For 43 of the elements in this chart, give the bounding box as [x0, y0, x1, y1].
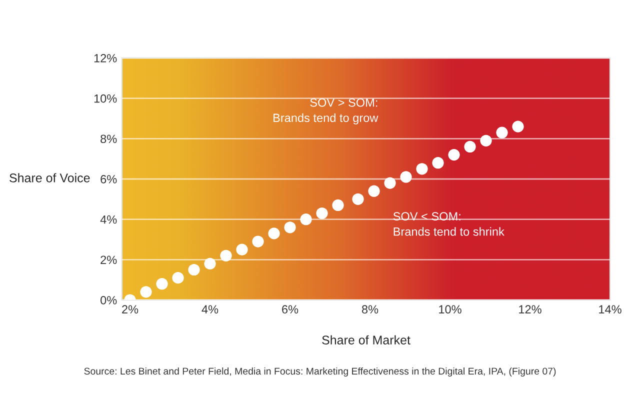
y-tick-label: 12%	[94, 54, 117, 62]
x-axis-title: Share of Market	[322, 335, 410, 344]
y-tick-label: 2%	[100, 256, 117, 264]
point	[236, 244, 248, 256]
y-tick-label: 6%	[100, 175, 117, 184]
y-tick-label: 10%	[94, 94, 117, 103]
annotation: SOV > SOM: Brands tend to grow	[274, 98, 378, 124]
point	[480, 134, 492, 146]
point	[432, 157, 444, 169]
point	[188, 264, 200, 276]
x-tick-label: 2%	[122, 305, 138, 314]
x-tick-label: 8%	[362, 305, 378, 314]
y-tick-label: 4%	[100, 215, 117, 224]
x-tick-label: 12%	[519, 305, 542, 314]
point	[172, 272, 184, 284]
annotation: SOV < SOM: Brands tend to shrink	[393, 212, 504, 236]
x-tick-label: 14%	[599, 305, 622, 314]
point	[300, 214, 312, 226]
point	[140, 286, 152, 298]
point	[156, 278, 168, 290]
point	[220, 250, 232, 262]
point	[332, 199, 344, 212]
point	[352, 193, 364, 205]
y-tick-label: 8%	[100, 134, 117, 144]
point	[464, 140, 476, 153]
x-tick-label: 6%	[282, 305, 298, 314]
point	[252, 236, 264, 248]
point	[204, 258, 216, 270]
point	[496, 126, 508, 138]
point	[284, 222, 296, 234]
point	[448, 148, 460, 161]
x-tick-label: 10%	[439, 305, 462, 314]
point	[384, 177, 396, 189]
x-tick-label: 4%	[202, 305, 218, 314]
source-note: Source: Les Binet and Peter Field, Media in Focus: Marketing Effectiveness in the Digital Era, IPA, (Figure 07)	[84, 367, 556, 377]
point	[416, 163, 428, 175]
point	[368, 185, 380, 197]
point	[316, 207, 328, 220]
y-tick-label: 0%	[100, 296, 117, 304]
y-axis-title: Share of Voice	[10, 173, 90, 182]
point	[400, 171, 412, 183]
point	[512, 120, 524, 132]
point	[268, 228, 280, 240]
